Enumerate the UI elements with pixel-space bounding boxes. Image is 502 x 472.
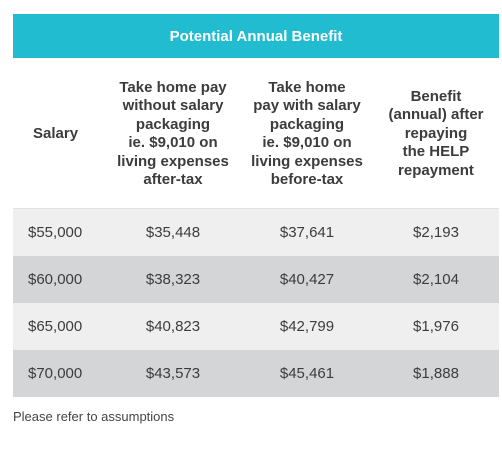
- benefit-table: Potential Annual Benefit Salary Take hom…: [13, 14, 499, 397]
- salary-cell: $55,000: [28, 224, 83, 241]
- header-line: after-tax: [143, 171, 203, 188]
- header-line: packaging: [135, 115, 211, 133]
- header-take-home-without-packaging: Take home pay without salary packaging i…: [105, 58, 241, 208]
- salary-cell: $60,000: [28, 271, 83, 288]
- table-row: $65,000 $40,823 $42,799 $1,976: [13, 303, 499, 350]
- take-home-without-cell: $35,448: [145, 224, 201, 241]
- benefit-cell: $2,193: [413, 224, 459, 241]
- table-header-row: Salary Take home pay without salary pack…: [13, 58, 499, 209]
- take-home-without-cell: $43,573: [145, 365, 201, 382]
- header-line: (annual) after: [388, 106, 484, 124]
- salary-cell: $70,000: [28, 365, 83, 382]
- benefit-cell: $1,888: [413, 365, 459, 382]
- header-line: repaying: [404, 124, 468, 142]
- header-line: pay with salary: [253, 97, 361, 114]
- header-line: Salary: [33, 124, 79, 142]
- header-line: without salary: [122, 97, 224, 114]
- take-home-without-cell: $40,823: [145, 318, 201, 335]
- table-row: $55,000 $35,448 $37,641 $2,193: [13, 209, 499, 256]
- header-line: ie. $9,010 on: [128, 134, 218, 151]
- take-home-without-cell: $38,323: [145, 271, 201, 288]
- salary-cell: $65,000: [28, 318, 83, 335]
- table-row: $70,000 $43,573 $45,461 $1,888: [13, 350, 499, 397]
- take-home-with-cell: $42,799: [279, 318, 335, 335]
- header-line: living expenses: [251, 152, 363, 170]
- header-line: repayment: [398, 161, 474, 179]
- header-line: ie. $9,010 on: [262, 134, 352, 151]
- assumptions-footnote: Please refer to assumptions: [13, 409, 175, 424]
- benefit-cell: $2,104: [413, 271, 459, 288]
- header-line: Benefit: [410, 87, 462, 105]
- take-home-with-cell: $45,461: [279, 365, 335, 382]
- header-line: Take home: [268, 78, 346, 96]
- header-annual-benefit: Benefit (annual) after repaying the HELP…: [373, 58, 499, 208]
- header-line: living expenses: [117, 152, 229, 170]
- header-take-home-with-packaging: Take home pay with salary packaging ie. …: [241, 58, 373, 208]
- benefit-cell: $1,976: [413, 318, 459, 335]
- take-home-with-cell: $37,641: [279, 224, 335, 241]
- table-row: $60,000 $38,323 $40,427 $2,104: [13, 256, 499, 303]
- header-line: packaging: [269, 115, 345, 133]
- take-home-with-cell: $40,427: [279, 271, 335, 288]
- header-salary: Salary: [13, 58, 105, 208]
- header-line: the HELP: [402, 143, 470, 161]
- header-line: before-tax: [270, 171, 344, 188]
- header-line: Take home pay: [119, 78, 227, 96]
- table-title: Potential Annual Benefit: [13, 14, 499, 58]
